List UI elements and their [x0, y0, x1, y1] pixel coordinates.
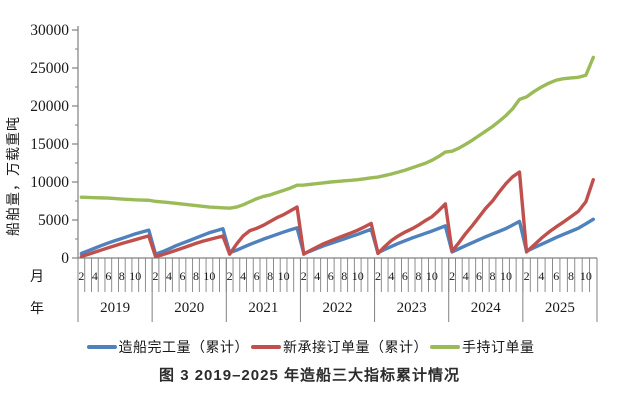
month-label: 10: [129, 269, 141, 283]
month-label: 10: [500, 269, 512, 283]
legend-swatch-completions-line: [86, 345, 117, 349]
month-label: 4: [240, 269, 246, 283]
month-label: 4: [463, 269, 469, 283]
month-label: 6: [254, 269, 260, 283]
month-label: 4: [166, 269, 172, 283]
series-backlog-line: [79, 55, 595, 210]
month-label: 10: [352, 269, 364, 283]
month-label: 10: [278, 269, 290, 283]
chart-legend: 造船完工量（累计） 新承接订单量（累计） 手持订单量: [0, 334, 619, 360]
legend-swatch-backlog-line: [430, 345, 460, 349]
y-tick-label: 0: [61, 250, 69, 267]
month-label: 10: [426, 269, 438, 283]
y-tick-label: 10000: [30, 174, 69, 191]
month-label: 6: [328, 269, 334, 283]
month-label: 8: [568, 269, 574, 283]
legend-item-completions: 造船完工量（累计）: [85, 337, 250, 357]
year-label: 2019: [100, 300, 130, 316]
month-label: 6: [553, 269, 559, 283]
month-label: 4: [92, 269, 98, 283]
month-label: 2: [78, 269, 84, 283]
legend-label-completions: 造船完工量（累计）: [118, 341, 249, 356]
figure-caption: 图 3 2019–2025 年造船三大指标累计情况: [159, 367, 460, 384]
month-label: 2: [375, 269, 381, 283]
legend-label-new-orders: 新承接订单量（累计）: [283, 341, 428, 356]
year-label: 2021: [248, 300, 278, 316]
legend-item-new-orders: 新承接订单量（累计）: [249, 337, 428, 357]
legend-swatch-new-orders-line: [251, 345, 281, 349]
series-new-orders-line: [79, 170, 595, 259]
month-label: 6: [476, 269, 482, 283]
month-label: 8: [415, 269, 421, 283]
y-tick-label: 5000: [38, 212, 69, 229]
legend-item-backlog: 手持订单量: [428, 337, 535, 357]
year-label: 2024: [471, 300, 502, 316]
series-completions-line: [79, 217, 595, 256]
month-label: 4: [314, 269, 320, 283]
month-label: 6: [402, 269, 408, 283]
month-label: 10: [580, 269, 592, 283]
y-tick-label: 25000: [30, 60, 69, 77]
y-tick-label: 30000: [30, 22, 69, 39]
month-row-label: 月: [30, 269, 44, 285]
month-label: 4: [538, 269, 544, 283]
month-label: 8: [341, 269, 347, 283]
year-label: 2023: [397, 300, 427, 316]
year-row-label: 年: [30, 301, 44, 317]
month-label: 8: [193, 269, 199, 283]
month-label: 6: [105, 269, 111, 283]
month-label: 2: [227, 269, 233, 283]
year-label: 2025: [545, 300, 575, 316]
month-label: 8: [267, 269, 273, 283]
month-label: 2: [153, 269, 159, 283]
month-label: 6: [179, 269, 185, 283]
y-tick-label: 20000: [30, 98, 69, 115]
legend-label-backlog: 手持订单量: [462, 341, 535, 356]
month-label: 10: [203, 269, 215, 283]
y-axis-title: 船舶量，万载重吨: [6, 116, 22, 236]
month-label: 4: [388, 269, 394, 283]
month-label: 2: [449, 269, 455, 283]
month-label: 2: [524, 269, 530, 283]
month-label: 2: [301, 269, 307, 283]
year-label: 2020: [174, 300, 204, 316]
y-tick-label: 15000: [30, 136, 69, 153]
year-label: 2022: [323, 300, 353, 316]
month-label: 8: [490, 269, 496, 283]
month-label: 8: [119, 269, 125, 283]
